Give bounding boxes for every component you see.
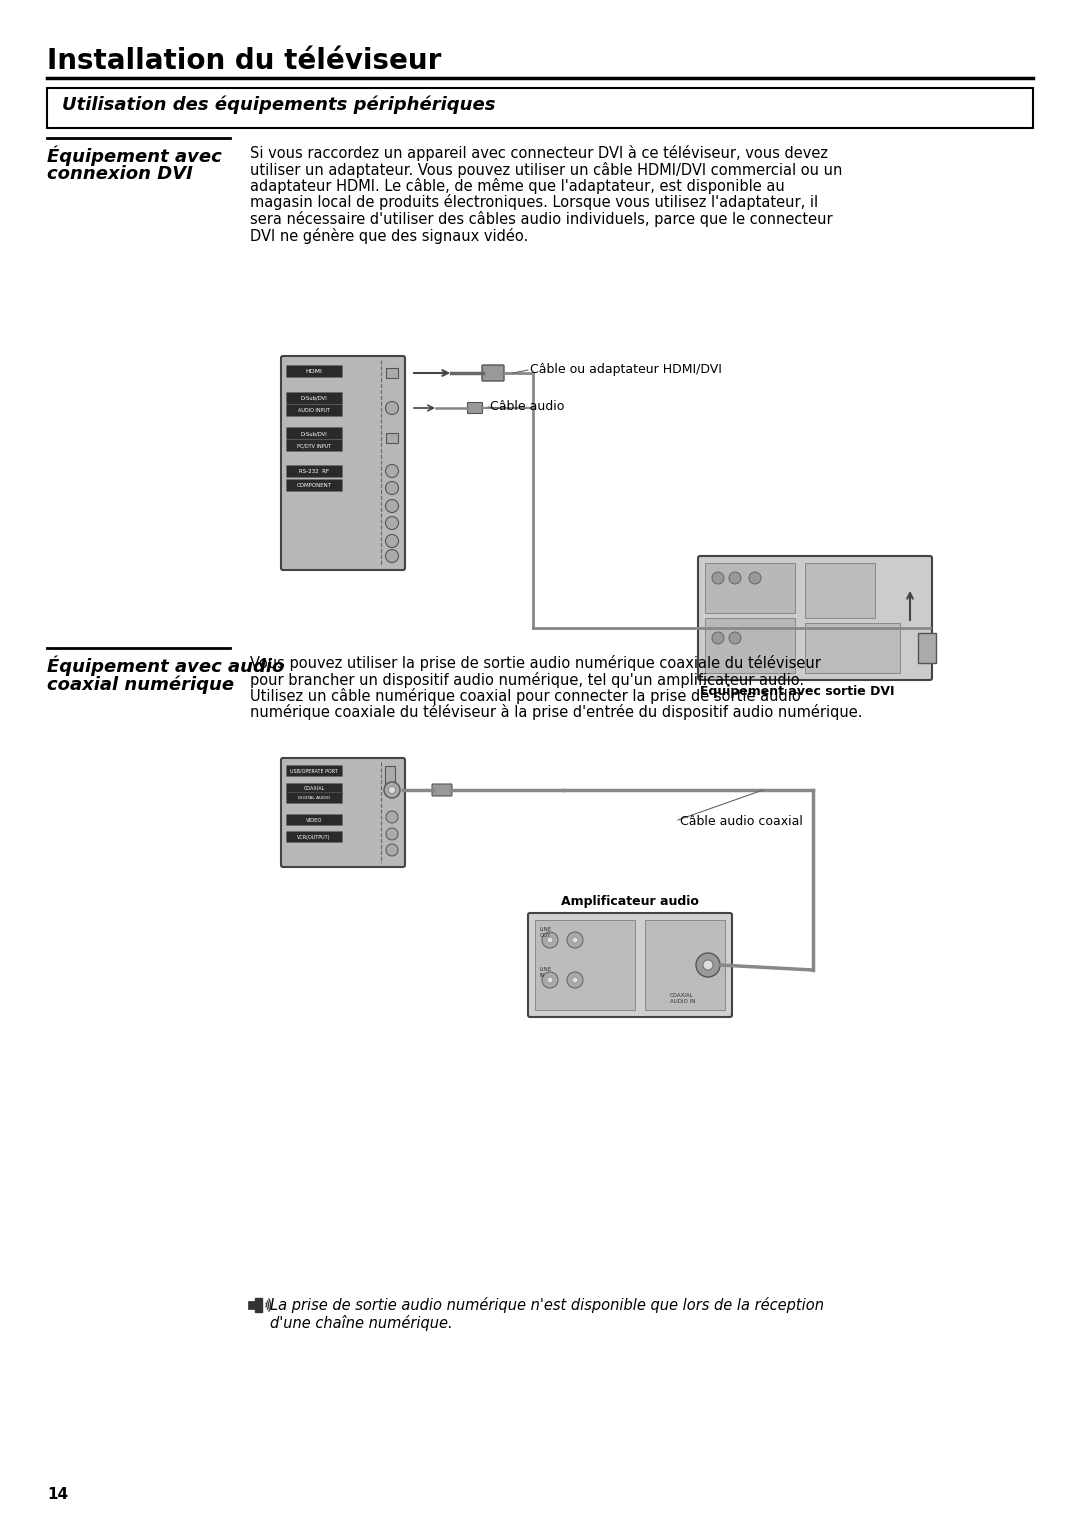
Bar [384,767,395,783]
Text: DVI ne génère que des signaux vidéo.: DVI ne génère que des signaux vidéo. [249,228,528,243]
Text: Utilisation des équipements périphériques: Utilisation des équipements périphérique… [62,96,496,115]
Circle shape [384,782,400,799]
FancyBboxPatch shape [286,466,342,478]
Text: Amplificateur audio: Amplificateur audio [562,895,699,909]
Circle shape [386,464,399,478]
FancyBboxPatch shape [286,365,342,377]
Bar [386,368,399,379]
Circle shape [386,550,399,562]
FancyBboxPatch shape [286,814,342,826]
Text: AUDIO INPUT: AUDIO INPUT [298,408,330,412]
Bar [48,89,1032,128]
Text: LINE
IN: LINE IN [540,967,552,977]
FancyBboxPatch shape [432,783,453,796]
Circle shape [386,481,399,495]
Bar [805,623,900,673]
Text: Utilisez un câble numérique coaxial pour connecter la prise de sortie audio: Utilisez un câble numérique coaxial pour… [249,689,800,704]
Text: La prise de sortie audio numérique n'est disponible que lors de la réception: La prise de sortie audio numérique n'est… [270,1296,824,1313]
Circle shape [386,499,399,513]
Circle shape [572,938,578,944]
Text: sera nécessaire d'utiliser des câbles audio individuels, parce que le connecteur: sera nécessaire d'utiliser des câbles au… [249,211,833,228]
Text: VCR(OUTPUT): VCR(OUTPUT) [297,834,330,840]
FancyBboxPatch shape [286,392,342,405]
Bar [705,618,795,673]
FancyBboxPatch shape [281,356,405,570]
Text: LINE
OUT: LINE OUT [540,927,552,938]
FancyBboxPatch shape [528,913,732,1017]
Text: COAXIAL: COAXIAL [303,786,325,791]
Text: magasin local de produits électroniques. Lorsque vous utilisez l'adaptateur, il: magasin local de produits électroniques.… [249,194,819,211]
Circle shape [542,931,558,948]
Text: d'une chaîne numérique.: d'une chaîne numérique. [270,1315,453,1332]
Text: RS-232  RF: RS-232 RF [299,469,329,473]
Bar [248,1301,255,1309]
Circle shape [386,402,399,414]
Circle shape [386,811,399,823]
Text: Câble audio coaxial: Câble audio coaxial [680,815,802,828]
FancyBboxPatch shape [286,440,342,452]
Circle shape [572,977,578,983]
Text: Câble ou adaptateur HDMI/DVI: Câble ou adaptateur HDMI/DVI [530,363,721,376]
Circle shape [546,938,553,944]
Circle shape [542,973,558,988]
Bar [805,563,875,618]
Circle shape [389,786,395,794]
FancyBboxPatch shape [468,403,483,414]
Circle shape [729,573,741,583]
Text: COAXIAL
AUDIO IN: COAXIAL AUDIO IN [670,993,696,1003]
Text: numérique coaxiale du téléviseur à la prise d'entrée du dispositif audio numériq: numérique coaxiale du téléviseur à la pr… [249,704,863,721]
Circle shape [696,953,720,977]
Text: Câble audio: Câble audio [490,400,565,412]
FancyBboxPatch shape [286,479,342,492]
Circle shape [750,573,761,583]
Circle shape [386,844,399,857]
FancyBboxPatch shape [286,428,342,440]
Circle shape [729,632,741,644]
FancyBboxPatch shape [286,765,342,777]
Text: Si vous raccordez un appareil avec connecteur DVI à ce téléviseur, vous devez: Si vous raccordez un appareil avec conne… [249,145,828,160]
Text: Équipement avec: Équipement avec [48,145,221,165]
Circle shape [712,632,724,644]
Circle shape [567,931,583,948]
Text: Équipement avec audio: Équipement avec audio [48,655,284,675]
Bar [705,563,795,612]
Circle shape [386,534,399,548]
Circle shape [386,828,399,840]
Text: PC/DTV INPUT: PC/DTV INPUT [297,443,332,447]
Bar [386,434,399,443]
FancyBboxPatch shape [482,365,504,382]
Circle shape [703,960,713,970]
Circle shape [386,516,399,530]
FancyBboxPatch shape [286,832,342,843]
Bar [645,919,725,1009]
Text: Vous pouvez utiliser la prise de sortie audio numérique coaxiale du téléviseur: Vous pouvez utiliser la prise de sortie … [249,655,821,670]
Text: D-Sub/DVI: D-Sub/DVI [300,431,327,437]
Circle shape [712,573,724,583]
FancyBboxPatch shape [281,757,405,867]
Bar [535,919,635,1009]
FancyBboxPatch shape [286,783,342,794]
Text: VIDEO: VIDEO [306,817,322,823]
Text: pour brancher un dispositif audio numérique, tel qu'un amplificateur audio.: pour brancher un dispositif audio numéri… [249,672,805,687]
FancyBboxPatch shape [286,793,342,803]
Text: coaxial numérique: coaxial numérique [48,675,234,693]
Text: utiliser un adaptateur. Vous pouvez utiliser un câble HDMI/DVI commercial ou un: utiliser un adaptateur. Vous pouvez util… [249,162,842,177]
Text: DIGITAL AUDIO: DIGITAL AUDIO [298,796,330,800]
Polygon shape [255,1298,262,1312]
Text: D-Sub/DVI: D-Sub/DVI [300,395,327,402]
Text: USB/OPERATE PORT: USB/OPERATE PORT [291,768,338,774]
Text: HDMI: HDMI [306,370,323,374]
Text: Équipement avec sortie DVI: Équipement avec sortie DVI [700,684,894,698]
Text: connexion DVI: connexion DVI [48,165,193,183]
Circle shape [567,973,583,988]
Text: COMPONENT: COMPONENT [297,483,332,489]
FancyBboxPatch shape [286,405,342,417]
Bar [918,634,936,663]
FancyBboxPatch shape [698,556,932,680]
Circle shape [546,977,553,983]
Text: 14: 14 [48,1487,68,1503]
Text: Installation du téléviseur: Installation du téléviseur [48,47,442,75]
Text: adaptateur HDMI. Le câble, de même que l'adaptateur, est disponible au: adaptateur HDMI. Le câble, de même que l… [249,179,785,194]
